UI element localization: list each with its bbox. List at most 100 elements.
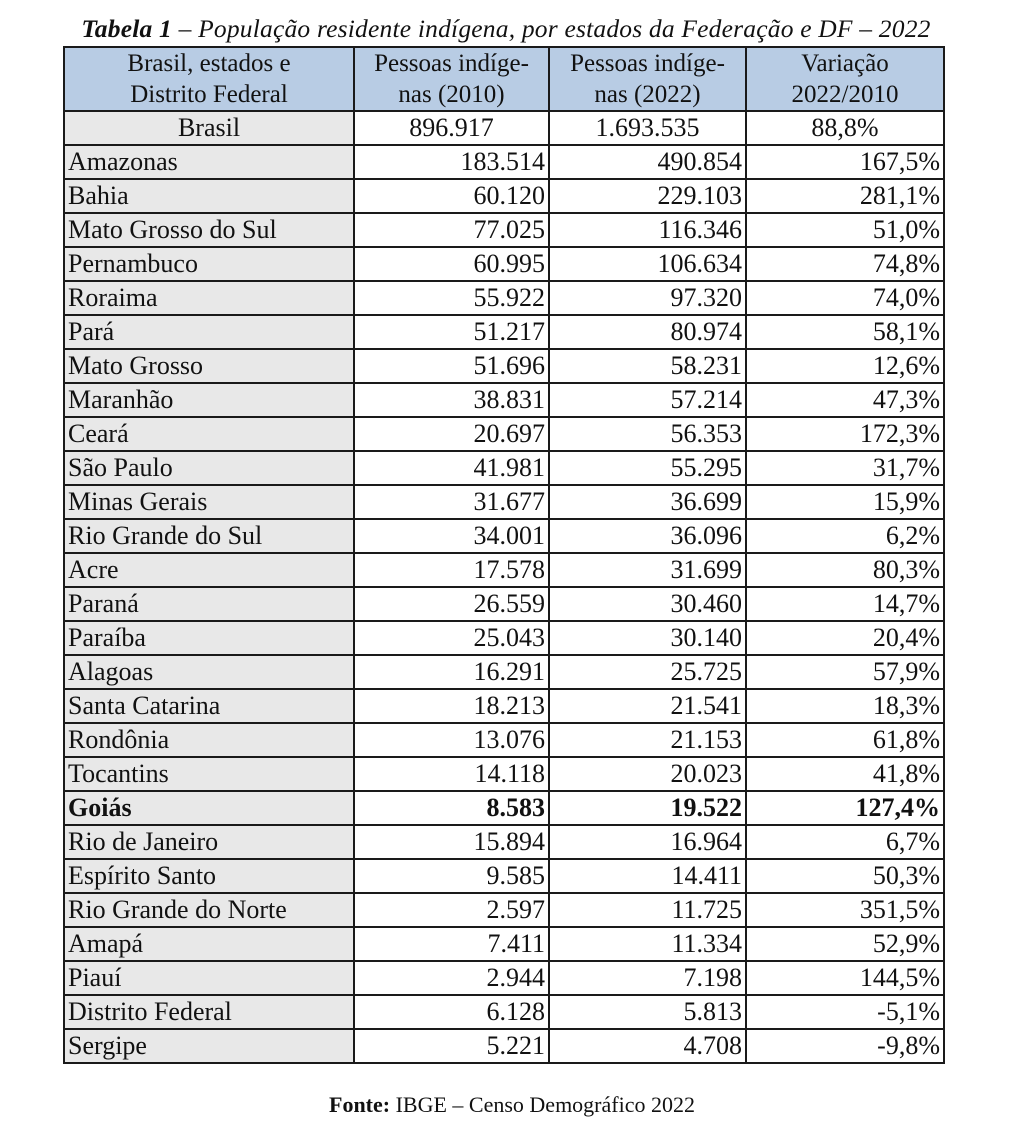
population-2022: 5.813: [548, 994, 747, 1030]
population-2010: 25.043: [353, 620, 550, 656]
population-2022: 229.103: [548, 178, 747, 214]
state-name: Sergipe: [63, 1028, 355, 1064]
variation: 167,5%: [745, 144, 945, 180]
state-name: Santa Catarina: [63, 688, 355, 724]
population-2010: 15.894: [353, 824, 550, 860]
source-label: Fonte:: [329, 1092, 391, 1117]
table-row: Tocantins 14.118 20.023 41,8%: [63, 756, 945, 792]
variation: 18,3%: [745, 688, 945, 724]
population-2010: 5.221: [353, 1028, 550, 1064]
state-name: Goiás: [63, 790, 355, 826]
table-row: Paraná 26.559 30.460 14,7%: [63, 586, 945, 622]
total-row: Brasil 896.917 1.693.535 88,8%: [63, 110, 945, 146]
state-name: Pará: [63, 314, 355, 350]
population-2010: 38.831: [353, 382, 550, 418]
state-name: Piauí: [63, 960, 355, 996]
table-row: Mato Grosso 51.696 58.231 12,6%: [63, 348, 945, 384]
variation: 80,3%: [745, 552, 945, 588]
population-2010: 14.118: [353, 756, 550, 792]
variation: 51,0%: [745, 212, 945, 248]
header-region: Brasil, estados e Distrito Federal: [63, 46, 355, 112]
population-2010: 77.025: [353, 212, 550, 248]
population-2022: 57.214: [548, 382, 747, 418]
population-2010: 7.411: [353, 926, 550, 962]
population-2022: 7.198: [548, 960, 747, 996]
population-2010: 183.514: [353, 144, 550, 180]
population-2022: 30.140: [548, 620, 747, 656]
population-2022: 36.096: [548, 518, 747, 554]
population-2010: 2.597: [353, 892, 550, 928]
table-row: São Paulo 41.981 55.295 31,7%: [63, 450, 945, 486]
table-row: Rio de Janeiro 15.894 16.964 6,7%: [63, 824, 945, 860]
total-variation: 88,8%: [745, 110, 945, 146]
table-row: Goiás 8.583 19.522 127,4%: [63, 790, 945, 826]
variation: 172,3%: [745, 416, 945, 452]
header-line: nas (2010): [398, 81, 505, 108]
table-row: Pará 51.217 80.974 58,1%: [63, 314, 945, 350]
source-note: Fonte: IBGE – Censo Demográfico 2022: [0, 1092, 1024, 1118]
variation: 74,0%: [745, 280, 945, 316]
population-2022: 97.320: [548, 280, 747, 316]
population-2022: 56.353: [548, 416, 747, 452]
population-2022: 19.522: [548, 790, 747, 826]
state-name: São Paulo: [63, 450, 355, 486]
table-row: Sergipe 5.221 4.708 -9,8%: [63, 1028, 945, 1064]
population-2010: 51.217: [353, 314, 550, 350]
population-2022: 16.964: [548, 824, 747, 860]
population-2022: 11.334: [548, 926, 747, 962]
header-row: Brasil, estados e Distrito Federal Pessoa…: [63, 46, 945, 112]
variation: 57,9%: [745, 654, 945, 690]
state-name: Bahia: [63, 178, 355, 214]
table-row: Rio Grande do Sul 34.001 36.096 6,2%: [63, 518, 945, 554]
table-row: Rio Grande do Norte 2.597 11.725 351,5%: [63, 892, 945, 928]
header-line: Distrito Federal: [130, 81, 288, 108]
state-name: Mato Grosso: [63, 348, 355, 384]
header-2022: Pessoas indíge-nas (2022): [548, 46, 747, 112]
table-row: Ceará 20.697 56.353 172,3%: [63, 416, 945, 452]
table-row: Alagoas 16.291 25.725 57,9%: [63, 654, 945, 690]
population-2022: 25.725: [548, 654, 747, 690]
header-line: Pessoas indíge-: [374, 50, 529, 77]
variation: 58,1%: [745, 314, 945, 350]
population-table: Brasil, estados e Distrito Federal Pessoa…: [63, 46, 945, 1064]
state-name: Mato Grosso do Sul: [63, 212, 355, 248]
variation: 6,2%: [745, 518, 945, 554]
state-name: Paraíba: [63, 620, 355, 656]
total-2022: 1.693.535: [548, 110, 747, 146]
header-line: Brasil, estados e: [127, 50, 291, 77]
population-2010: 16.291: [353, 654, 550, 690]
population-2010: 51.696: [353, 348, 550, 384]
header-2010: Pessoas indíge-nas (2010): [353, 46, 550, 112]
variation: 144,5%: [745, 960, 945, 996]
state-name: Espírito Santo: [63, 858, 355, 894]
table-row: Pernambuco 60.995 106.634 74,8%: [63, 246, 945, 282]
table-row: Roraima 55.922 97.320 74,0%: [63, 280, 945, 316]
state-name: Tocantins: [63, 756, 355, 792]
population-2022: 21.541: [548, 688, 747, 724]
population-2022: 14.411: [548, 858, 747, 894]
table-title: Tabela 1 – População residente indígena,…: [48, 14, 964, 44]
population-2010: 31.677: [353, 484, 550, 520]
population-2010: 60.995: [353, 246, 550, 282]
population-2022: 58.231: [548, 348, 747, 384]
variation: 31,7%: [745, 450, 945, 486]
table-row: Espírito Santo 9.585 14.411 50,3%: [63, 858, 945, 894]
state-name: Rio Grande do Sul: [63, 518, 355, 554]
table-row: Amapá 7.411 11.334 52,9%: [63, 926, 945, 962]
table-row: Maranhão 38.831 57.214 47,3%: [63, 382, 945, 418]
population-2022: 11.725: [548, 892, 747, 928]
variation: 351,5%: [745, 892, 945, 928]
state-name: Alagoas: [63, 654, 355, 690]
variation: 12,6%: [745, 348, 945, 384]
variation: 15,9%: [745, 484, 945, 520]
state-name: Rio Grande do Norte: [63, 892, 355, 928]
header-line: Pessoas indíge-: [570, 50, 725, 77]
variation: -9,8%: [745, 1028, 945, 1064]
variation: 61,8%: [745, 722, 945, 758]
population-2022: 80.974: [548, 314, 747, 350]
variation: 41,8%: [745, 756, 945, 792]
population-2010: 55.922: [353, 280, 550, 316]
variation: 74,8%: [745, 246, 945, 282]
population-2022: 116.346: [548, 212, 747, 248]
table-row: Piauí 2.944 7.198 144,5%: [63, 960, 945, 996]
